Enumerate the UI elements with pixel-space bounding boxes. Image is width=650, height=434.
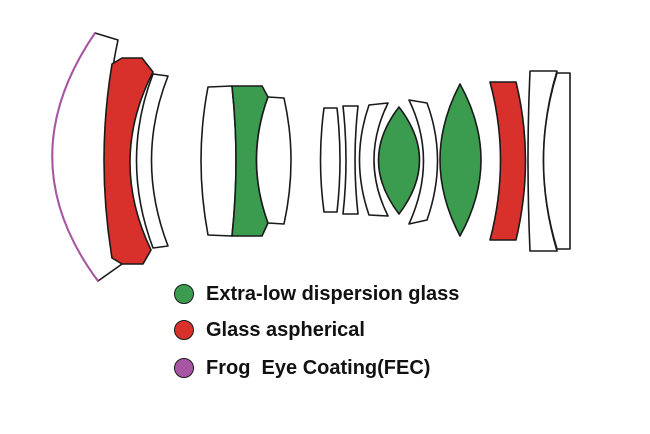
fec-coating-edge	[51, 32, 99, 282]
legend-label-aspherical: Glass aspherical	[206, 318, 365, 341]
lens-element-2-aspherical	[103, 57, 154, 265]
lens-element-11	[408, 99, 439, 225]
lens-element-13-aspherical	[489, 81, 527, 241]
lens-element-12-ed	[439, 83, 482, 237]
legend-label-fec: Frog Eye Coating(FEC)	[206, 356, 431, 379]
lens-element-7	[319, 107, 341, 213]
lens-element-8	[342, 105, 359, 215]
legend-item-ed-glass: Extra-low dispersion glass	[174, 279, 594, 309]
legend-item-fec: Frog Eye Coating(FEC)	[174, 353, 594, 383]
lens-element-15	[542, 72, 571, 250]
legend-swatch-red	[174, 320, 194, 340]
lens-element-3	[135, 73, 169, 249]
lens-element-9	[358, 102, 389, 217]
legend-swatch-green	[174, 284, 194, 304]
legend-swatch-purple	[174, 358, 194, 378]
lens-element-4	[200, 85, 237, 237]
legend-label-ed-glass: Extra-low dispersion glass	[206, 282, 460, 305]
lens-element-10-ed	[377, 106, 421, 215]
legend-item-aspherical: Glass aspherical	[174, 315, 594, 345]
lens-element-6	[255, 96, 292, 225]
